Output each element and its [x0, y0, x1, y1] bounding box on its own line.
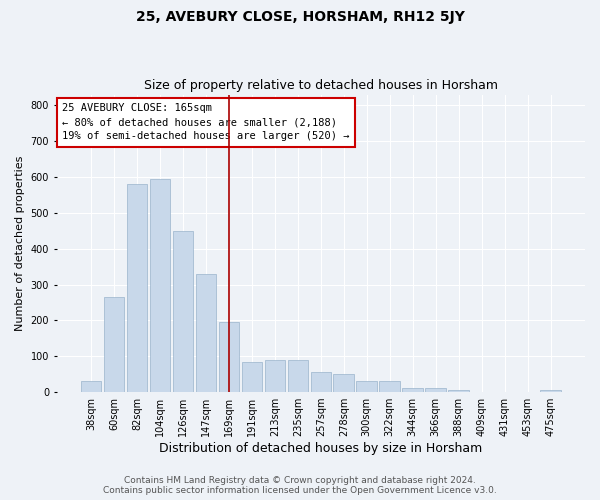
X-axis label: Distribution of detached houses by size in Horsham: Distribution of detached houses by size …	[159, 442, 482, 455]
Text: 25, AVEBURY CLOSE, HORSHAM, RH12 5JY: 25, AVEBURY CLOSE, HORSHAM, RH12 5JY	[136, 10, 464, 24]
Bar	[425, 388, 446, 392]
Bar	[356, 382, 377, 392]
Bar	[173, 232, 193, 392]
Bar	[334, 374, 354, 392]
Bar	[81, 382, 101, 392]
Bar	[242, 362, 262, 392]
Bar	[196, 274, 216, 392]
Y-axis label: Number of detached properties: Number of detached properties	[15, 156, 25, 331]
Bar	[448, 390, 469, 392]
Bar	[403, 388, 423, 392]
Title: Size of property relative to detached houses in Horsham: Size of property relative to detached ho…	[144, 79, 498, 92]
Bar	[218, 322, 239, 392]
Bar	[311, 372, 331, 392]
Text: Contains HM Land Registry data © Crown copyright and database right 2024.
Contai: Contains HM Land Registry data © Crown c…	[103, 476, 497, 495]
Bar	[104, 297, 124, 392]
Bar	[379, 382, 400, 392]
Text: 25 AVEBURY CLOSE: 165sqm
← 80% of detached houses are smaller (2,188)
19% of sem: 25 AVEBURY CLOSE: 165sqm ← 80% of detach…	[62, 104, 349, 142]
Bar	[287, 360, 308, 392]
Bar	[541, 390, 561, 392]
Bar	[127, 184, 148, 392]
Bar	[265, 360, 285, 392]
Bar	[149, 179, 170, 392]
